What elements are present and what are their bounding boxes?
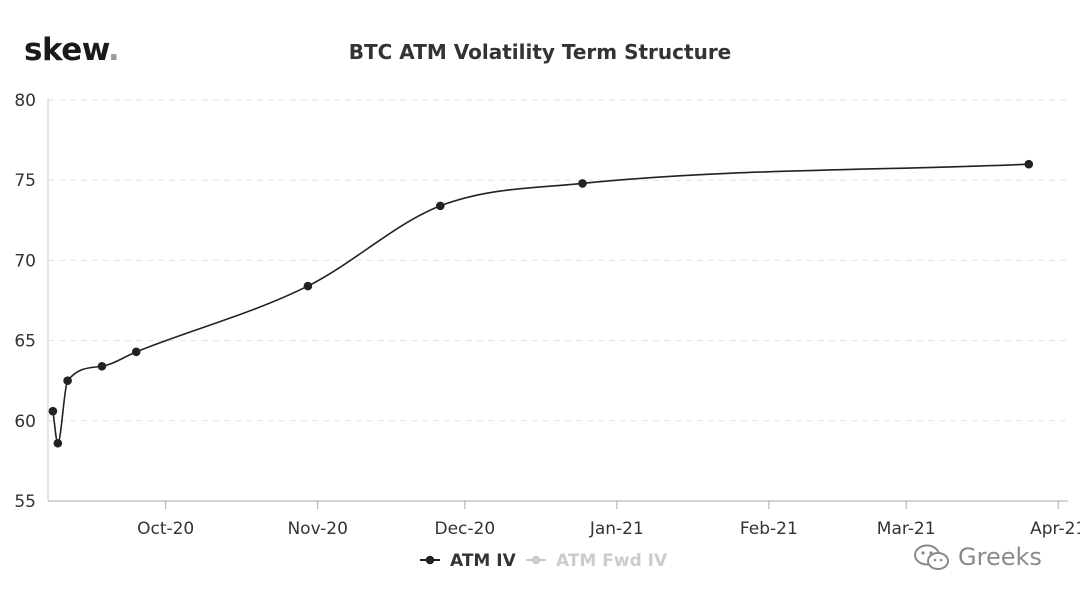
series-group xyxy=(48,159,1034,448)
series-line-atm-iv xyxy=(52,163,1029,445)
x-tick-label: Oct-20 xyxy=(137,519,194,539)
legend[interactable]: ATM IV ATM Fwd IV xyxy=(420,551,668,571)
data-point[interactable] xyxy=(97,361,107,371)
data-point[interactable] xyxy=(1024,159,1034,169)
legend-label: ATM IV xyxy=(450,551,517,571)
x-tick-label: Apr-21 xyxy=(1030,519,1080,539)
y-tick-label: 80 xyxy=(14,91,36,111)
x-axis: Oct-20 Nov-20 Dec-20 Jan-21 Feb-21 Mar-21 Apr-… xyxy=(48,500,1080,539)
y-tick-label: 75 xyxy=(14,171,36,191)
data-point[interactable] xyxy=(63,376,72,386)
legend-dot-marker xyxy=(425,555,435,565)
x-tick-label: Feb-21 xyxy=(740,519,798,539)
x-tick-label: Jan-21 xyxy=(589,519,644,539)
legend-item[interactable]: ATM Fwd IV xyxy=(526,551,668,571)
data-point[interactable] xyxy=(131,347,141,357)
data-point[interactable] xyxy=(436,201,445,211)
data-point[interactable] xyxy=(303,281,313,291)
legend-item[interactable]: ATM IV xyxy=(420,551,517,571)
legend-label: ATM Fwd IV xyxy=(556,551,668,571)
data-point[interactable] xyxy=(53,438,63,448)
x-tick-label: Mar-21 xyxy=(877,519,936,539)
data-point[interactable] xyxy=(578,179,587,188)
wechat-icon xyxy=(914,544,949,570)
x-tick-label: Nov-20 xyxy=(287,519,348,539)
chart-title: BTC ATM Volatility Term Structure xyxy=(348,40,732,64)
y-tick-label: 65 xyxy=(14,332,36,352)
y-tick-label: 60 xyxy=(14,412,36,432)
y-tick-label: 70 xyxy=(14,251,36,271)
grid-lines xyxy=(48,99,1068,422)
x-tick-label: Dec-20 xyxy=(434,519,495,539)
y-axis: 55 60 65 70 75 80 xyxy=(14,91,49,512)
data-point[interactable] xyxy=(48,406,58,416)
watermark: Greeks xyxy=(912,542,1042,572)
watermark-text: Greeks xyxy=(958,543,1042,571)
brand-logo: skew. xyxy=(24,32,120,68)
y-tick-label: 55 xyxy=(14,492,36,512)
legend-dot-marker xyxy=(531,555,541,565)
